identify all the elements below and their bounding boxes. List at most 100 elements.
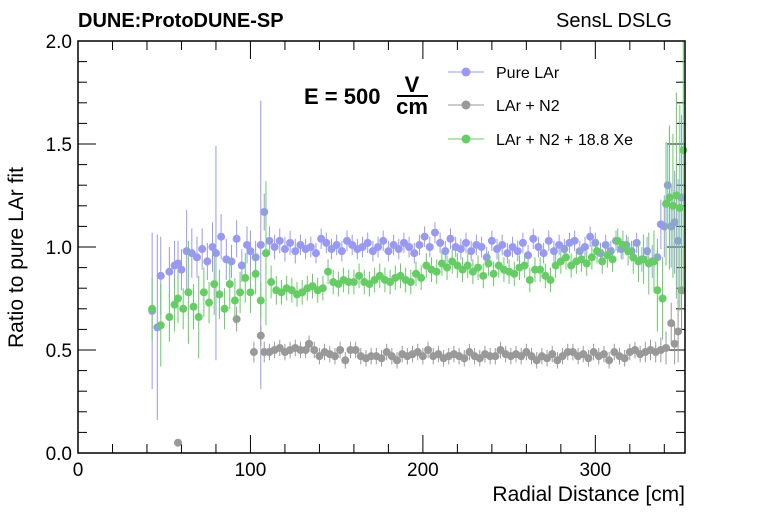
data-point xyxy=(643,247,652,256)
data-point xyxy=(487,236,496,245)
y-tick-label: 1.0 xyxy=(46,238,72,259)
data-point xyxy=(393,356,402,365)
x-tick-label: 200 xyxy=(407,460,439,481)
data-point xyxy=(165,313,174,322)
data-point xyxy=(270,243,279,251)
chart-title-right: SensL DSLG xyxy=(556,10,672,32)
data-point xyxy=(318,284,327,293)
data-point xyxy=(306,243,315,251)
data-point xyxy=(674,327,683,336)
data-point xyxy=(194,313,203,322)
data-point xyxy=(156,271,165,280)
data-point xyxy=(586,232,595,241)
data-point xyxy=(192,253,201,262)
data-point xyxy=(246,288,255,297)
data-point xyxy=(210,280,219,289)
data-point xyxy=(379,236,388,245)
data-point xyxy=(461,238,470,247)
data-point xyxy=(441,247,450,256)
legend-swatch-marker xyxy=(461,134,471,144)
data-point xyxy=(305,339,314,348)
data-point xyxy=(529,234,538,243)
data-point xyxy=(649,257,658,266)
data-point xyxy=(242,240,251,249)
data-point xyxy=(432,267,441,276)
data-point xyxy=(177,265,186,274)
energy-unit-numerator: V xyxy=(405,72,420,97)
legend-label: LAr + N2 xyxy=(496,98,560,115)
data-point xyxy=(170,300,179,309)
data-point xyxy=(608,255,617,264)
data-point xyxy=(198,245,207,254)
data-point xyxy=(260,207,269,216)
data-point xyxy=(406,278,415,287)
data-point xyxy=(670,218,679,227)
data-point xyxy=(246,247,255,256)
legend-swatch-marker xyxy=(461,100,471,110)
series-1 xyxy=(174,249,686,447)
data-point xyxy=(484,259,493,268)
data-point xyxy=(593,247,602,256)
legend-swatch-marker xyxy=(461,67,471,77)
data-point xyxy=(548,350,557,359)
data-point xyxy=(384,247,393,256)
data-point xyxy=(474,263,483,272)
data-point xyxy=(405,243,414,251)
data-point xyxy=(620,354,629,363)
data-point xyxy=(580,243,589,251)
data-point xyxy=(203,257,212,266)
data-point xyxy=(249,348,258,357)
data-point xyxy=(236,288,245,297)
data-point xyxy=(560,245,569,254)
data-point xyxy=(498,240,507,249)
data-point xyxy=(513,247,522,256)
data-point xyxy=(220,304,229,313)
data-point xyxy=(267,278,276,287)
data-point xyxy=(275,236,284,245)
data-point xyxy=(424,346,433,354)
data-point xyxy=(265,236,274,245)
data-point xyxy=(599,350,608,359)
data-point xyxy=(225,280,234,289)
data-point xyxy=(582,259,591,268)
data-point xyxy=(663,181,672,190)
data-point xyxy=(256,331,265,340)
data-point xyxy=(291,247,300,256)
data-point xyxy=(418,352,427,361)
data-point xyxy=(232,234,241,243)
x-tick-label: 100 xyxy=(235,460,267,481)
data-point xyxy=(351,346,360,354)
data-point xyxy=(311,249,320,258)
data-point xyxy=(539,249,548,258)
data-point xyxy=(205,298,214,307)
data-point xyxy=(261,249,270,258)
data-point xyxy=(479,271,488,280)
data-point xyxy=(660,222,669,231)
data-point xyxy=(217,232,226,241)
data-point xyxy=(525,275,534,284)
data-point xyxy=(562,253,571,262)
legend: Pure LAr LAr + N2 LAr + N2 + 18.8 Xe xyxy=(448,65,633,149)
legend-label: Pure LAr xyxy=(496,65,560,82)
data-point xyxy=(420,232,429,241)
data-point xyxy=(605,356,614,365)
data-point xyxy=(544,236,553,245)
data-point xyxy=(658,294,667,303)
x-tick-label: 300 xyxy=(579,460,611,481)
data-point xyxy=(524,251,533,260)
data-point xyxy=(165,267,174,276)
data-point xyxy=(337,247,346,256)
legend-label: LAr + N2 + 18.8 Xe xyxy=(496,132,633,149)
legend-item-pure-lar: Pure LAr xyxy=(448,65,560,82)
data-point xyxy=(446,234,455,243)
data-point xyxy=(668,201,677,210)
series-0 xyxy=(148,100,686,421)
data-point xyxy=(510,269,519,278)
data-point xyxy=(332,240,341,249)
data-point xyxy=(189,302,198,311)
y-axis-title: Ratio to pure LAr fit xyxy=(5,167,28,348)
data-point xyxy=(662,343,671,352)
chart-title-left: DUNE:ProtoDUNE-SP xyxy=(78,10,284,32)
